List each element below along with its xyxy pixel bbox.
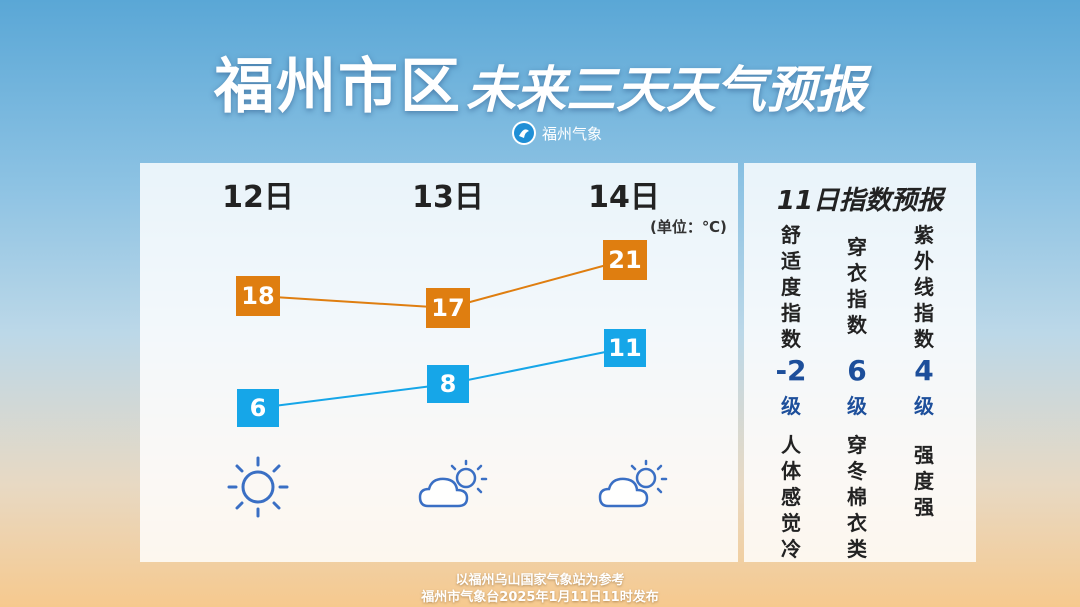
low-temp-label: 6 [237,389,279,427]
sunny-icon [227,456,289,518]
index-title: 11日指数预报 [776,186,944,216]
day-date-2: 13日 [412,180,484,215]
brand-logo-icon [512,121,536,145]
index-level-unit: 级 [781,394,801,418]
index-level-unit: 级 [914,394,934,418]
footer-reference: 以福州乌山国家气象站为参考 [455,573,625,588]
brand-name: 福州气象 [542,124,603,143]
low-temp-label: 11 [604,329,646,367]
page-title: 福州市区未来三天天气预报 [0,38,1080,125]
high-temp-label: 18 [236,276,280,316]
index-panel [744,163,976,562]
title-main: 福州市区 [214,52,462,122]
index-desc: 人体感觉冷 [781,433,801,561]
index-level: 6 [847,354,867,387]
high-temp-label: 17 [426,288,470,328]
index-name: 穿衣指数 [847,235,867,337]
partly-cloudy-icon [418,459,488,508]
low-temp-label: 8 [427,365,469,403]
day-date-1: 12日 [222,180,294,215]
partly-cloudy-icon [598,459,668,508]
index-name: 紫外线指数 [914,223,934,351]
index-level: -2 [775,354,807,387]
high-temp-label: 21 [603,240,647,280]
index-desc: 强度强 [914,443,934,519]
index-name: 舒适度指数 [781,223,801,351]
day-date-3: 14日 [588,180,660,215]
index-level-unit: 级 [847,394,867,418]
footer-issued: 福州市气象台2025年1月11日11时发布 [421,590,659,605]
brand: 福州气象 [512,121,602,145]
index-level: 4 [914,354,934,387]
temperature-unit: (单位：℃) [650,218,727,236]
index-desc: 穿冬棉衣类 [847,433,867,561]
title-sub: 未来三天天气预报 [466,61,866,119]
